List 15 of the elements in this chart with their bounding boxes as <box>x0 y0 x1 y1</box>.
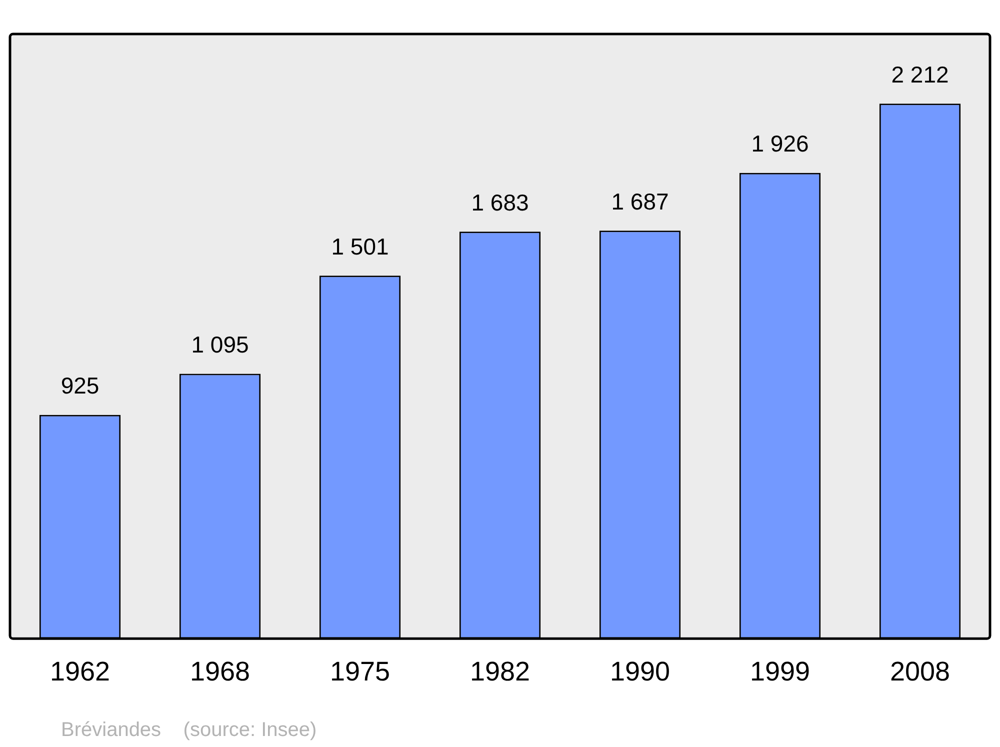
x-tick-label: 1962 <box>50 656 110 686</box>
data-label: 1 683 <box>471 189 529 216</box>
data-label: 2 212 <box>891 61 949 88</box>
data-label: 1 687 <box>611 188 669 214</box>
text: Bréviandes (source: Insee) <box>61 719 317 742</box>
x-tick-label: 1968 <box>190 656 250 686</box>
x-tick-label: 1990 <box>610 656 670 686</box>
x-tick-label: 1999 <box>750 656 810 686</box>
data-label: 1 501 <box>331 233 389 260</box>
data-label: 1 926 <box>751 130 809 157</box>
data-label: 925 <box>60 372 100 399</box>
x-tick-label: 2008 <box>890 656 950 686</box>
x-tick-label: 1975 <box>330 656 390 686</box>
x-tick-label: 1982 <box>470 656 530 686</box>
data-label: 1 095 <box>191 332 249 358</box>
